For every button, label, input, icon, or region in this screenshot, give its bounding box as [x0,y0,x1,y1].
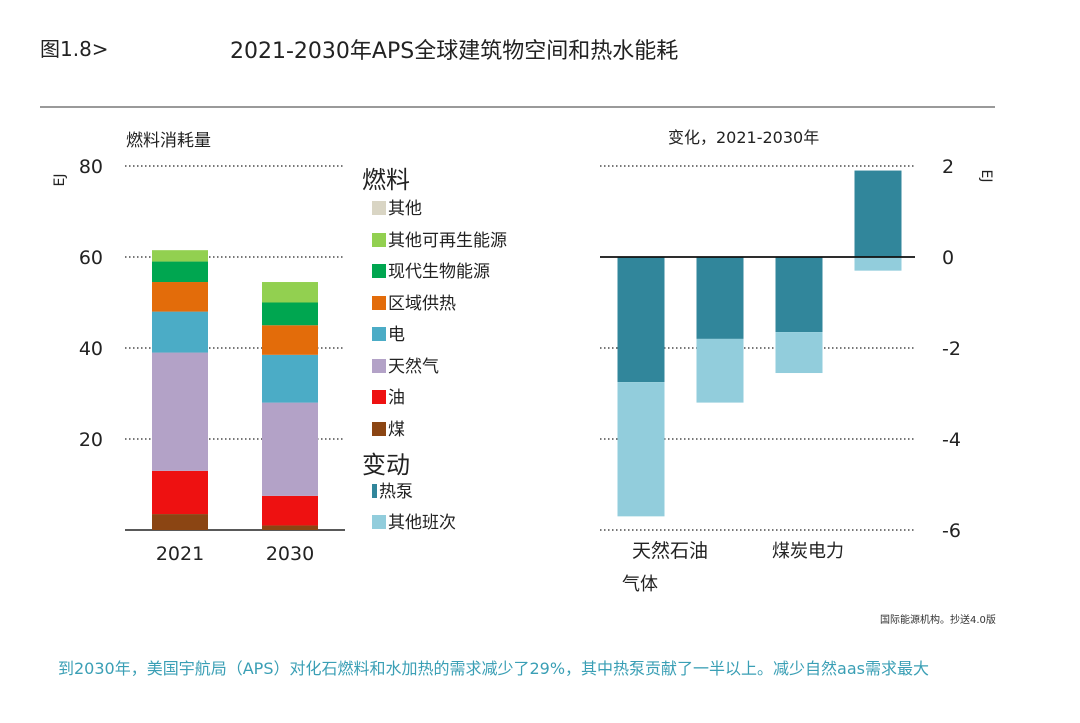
bar-segment-热泵 [775,257,823,333]
title-divider [40,106,995,108]
legend-swatch [372,515,386,529]
legend-item: 热泵 [372,477,413,502]
legend-item: 区域供热 [372,289,456,314]
legend-label: 其他 [388,199,422,219]
bar-segment-热泵 [617,257,665,383]
bar-segment-现代生物能源 [262,302,318,326]
bar-segment-其他可再生能源 [152,250,208,262]
right-panel-title: 变化，2021-2030年 [668,128,819,147]
bar-segment-区域供热 [262,325,318,355]
bar-segment-其他班次 [775,332,823,374]
legend-label: 天然气 [388,356,439,377]
legend-swatch [372,327,386,341]
caption: 到2030年，美国宇航局（APS）对化石燃料和水加热的需求减少了29%，其中热泵… [58,659,929,678]
y-tick-label: -4 [942,429,961,451]
legend-swatch [372,201,386,215]
chart-title: 2021-2030年APS全球建筑物空间和热水能耗 [230,39,679,64]
y-tick-label: -6 [942,520,961,542]
legend-change-heading: 变动 [362,451,410,479]
figure-label: 图1.8> [40,37,109,61]
y-tick-label: 60 [79,247,103,269]
y-tick-label: 0 [942,247,954,269]
bar-segment-现代生物能源 [152,261,208,283]
y-tick-label: 20 [79,429,103,451]
legend-label: 电 [388,325,405,345]
left-panel-title: 燃料消耗量 [126,131,211,151]
bar-segment-其他班次 [617,382,665,517]
legend-label: 其他班次 [388,513,456,533]
x-tick-label: 煤炭电力 [772,541,844,562]
bar-segment-煤 [262,525,318,530]
bar-segment-油 [262,495,318,526]
x-tick-label: 2021 [156,543,204,565]
legend-label: 现代生物能源 [388,262,490,282]
bar-segment-热泵 [696,257,744,339]
legend-label: 其他可再生能源 [388,230,507,251]
source-note: 国际能源机构。抄送4.0版 [880,615,996,626]
y-tick-label: 2 [942,156,954,178]
legend-label: 热泵 [379,482,413,502]
x-tick-sublabel: 气体 [622,574,658,595]
legend-label: 区域供热 [388,293,456,314]
bar-segment-其他班次 [696,338,744,403]
legend-swatch [372,264,386,278]
bar-segment-其他可再生能源 [262,282,318,303]
legend-label: 油 [388,388,405,408]
legend-item: 电 [372,320,405,345]
legend-swatch [372,484,377,498]
bar-segment-区域供热 [152,282,208,312]
legend-swatch [372,295,386,310]
y-tick-label: -2 [942,338,961,360]
legend-swatch [372,232,386,247]
bar-segment-电 [262,354,318,403]
y-tick-label: 40 [79,338,103,360]
bar-segment-煤 [152,514,208,530]
bar-segment-油 [152,470,208,515]
legend-item: 煤 [372,415,405,440]
left-axis-unit: EJ [52,174,68,187]
legend-item: 现代生物能源 [372,257,490,282]
x-tick-label: 天然石油 [632,540,708,562]
legend-item: 其他 [372,194,422,219]
legend-swatch [372,390,386,404]
bar-segment-其他班次 [854,257,902,271]
legend-item: 其他班次 [372,508,456,533]
x-tick-label: 2030 [266,543,314,565]
legend-item: 天然气 [372,352,439,377]
bar-segment-天然气 [152,352,208,471]
legend-item: 其他可再生能源 [372,226,507,251]
bar-segment-热泵 [854,170,902,257]
right-axis-unit: EJ [978,170,994,183]
legend-item: 油 [372,383,405,408]
bar-segment-电 [152,311,208,353]
legend-fuel-heading: 燃料 [362,166,410,194]
legend-label: 煤 [388,419,405,440]
legend-swatch [372,358,386,373]
legend-swatch [372,421,386,436]
y-tick-label: 80 [79,156,103,178]
bar-segment-天然气 [262,402,318,496]
